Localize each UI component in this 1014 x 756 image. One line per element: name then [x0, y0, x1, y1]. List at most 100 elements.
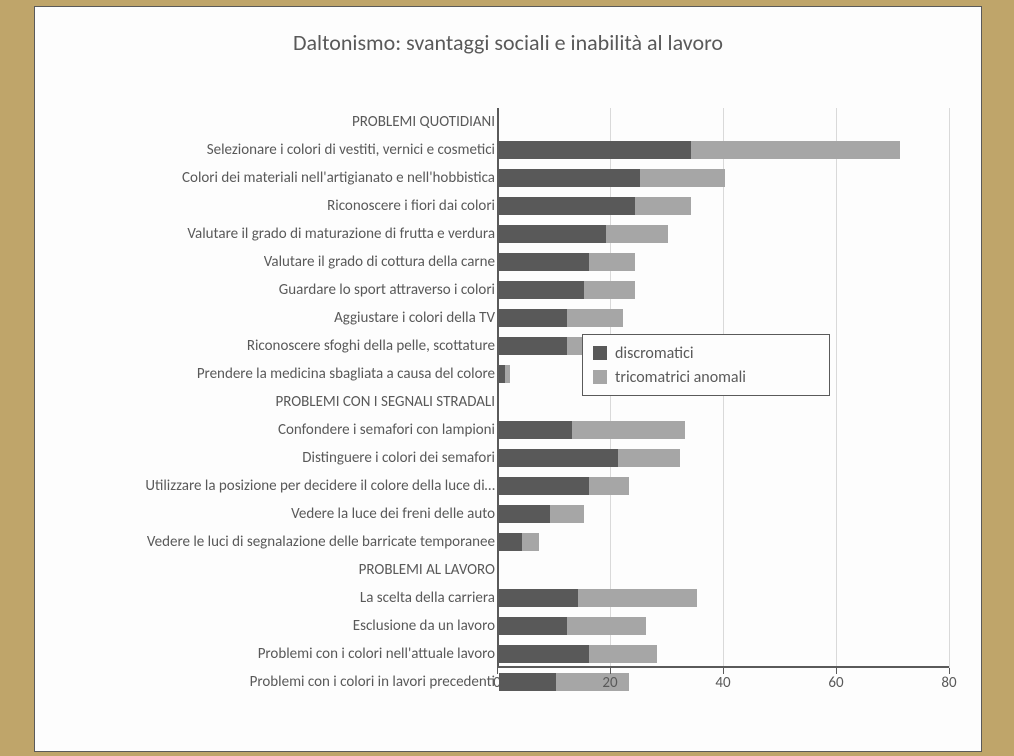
bar-row: [499, 164, 949, 192]
bar-segment-discromatici: [499, 141, 691, 159]
bar-row: [499, 556, 949, 584]
stacked-bar: [499, 589, 697, 607]
plot-area: PROBLEMI QUOTIDIANI Selezionare i colori …: [47, 66, 961, 706]
y-axis-labels: PROBLEMI QUOTIDIANI Selezionare i colori …: [47, 108, 495, 696]
bar-segment-tricomatrici: [550, 505, 584, 523]
category-label: Esclusione da un lavoro: [353, 617, 495, 635]
stacked-bar: [499, 617, 646, 635]
category-label: Aggiustare i colori della TV: [334, 309, 495, 327]
category-row: Confondere i semafori con lampioni: [47, 416, 495, 444]
bars-container: [499, 108, 949, 696]
category-row: PROBLEMI QUOTIDIANI: [47, 108, 495, 136]
bar-segment-tricomatrici: [556, 673, 629, 691]
bar-segment-tricomatrici: [572, 421, 685, 439]
bar-segment-discromatici: [499, 645, 589, 663]
category-label: Vedere la luce dei freni delle auto: [291, 505, 495, 523]
category-row: Riconoscere i fiori dai colori: [47, 192, 495, 220]
bar-segment-discromatici: [499, 169, 640, 187]
stacked-bar: [499, 225, 668, 243]
category-label: Valutare il grado di maturazione di frut…: [187, 225, 495, 243]
bar-segment-discromatici: [499, 589, 578, 607]
bar-row: [499, 584, 949, 612]
bar-segment-discromatici: [499, 309, 567, 327]
category-row: Utilizzare la posizione per decidere il …: [47, 472, 495, 500]
bar-segment-discromatici: [499, 533, 522, 551]
bar-segment-tricomatrici: [578, 589, 697, 607]
category-row: Problemi con i colori nell'attuale lavor…: [47, 640, 495, 668]
category-row: Valutare il grado di maturazione di frut…: [47, 220, 495, 248]
bar-segment-tricomatrici: [567, 617, 646, 635]
category-row: Selezionare i colori di vestiti, vernici…: [47, 136, 495, 164]
section-header-label: PROBLEMI AL LAVORO: [359, 561, 495, 579]
bar-segment-tricomatrici: [589, 477, 629, 495]
bar-row: [499, 528, 949, 556]
category-row: PROBLEMI AL LAVORO: [47, 556, 495, 584]
category-label: Confondere i semafori con lampioni: [278, 421, 495, 439]
stacked-bar: [499, 421, 685, 439]
bar-row: [499, 304, 949, 332]
category-row: Problemi con i colori in lavori preceden…: [47, 668, 495, 696]
category-label: Selezionare i colori di vestiti, vernici…: [207, 141, 495, 159]
category-row: Riconoscere sfoghi della pelle, scottatu…: [47, 332, 495, 360]
category-label: Distinguere i colori dei semafori: [302, 449, 495, 467]
legend-label-1: tricomatrici anomali: [615, 368, 746, 387]
category-label: Problemi con i colori in lavori preceden…: [250, 673, 495, 691]
category-label: Vedere le luci di segnalazione delle bar…: [147, 533, 495, 551]
bar-row: [499, 192, 949, 220]
category-row: Distinguere i colori dei semafori: [47, 444, 495, 472]
y-axis-line: [497, 108, 499, 668]
bar-segment-tricomatrici: [522, 533, 539, 551]
category-label: La scelta della carriera: [360, 589, 495, 607]
bar-row: [499, 472, 949, 500]
category-row: Guardare lo sport attraverso i colori: [47, 276, 495, 304]
x-tick-label: 60: [828, 674, 843, 692]
bar-segment-tricomatrici: [640, 169, 725, 187]
x-tick-label: 80: [941, 674, 956, 692]
bar-row: [499, 640, 949, 668]
legend-swatch-icon: [593, 370, 607, 384]
bar-segment-discromatici: [499, 253, 589, 271]
bar-segment-tricomatrici: [505, 365, 511, 383]
category-row: Aggiustare i colori della TV: [47, 304, 495, 332]
stacked-bar: [499, 169, 725, 187]
category-row: La scelta della carriera: [47, 584, 495, 612]
bar-segment-tricomatrici: [618, 449, 680, 467]
bar-segment-discromatici: [499, 421, 572, 439]
bar-segment-discromatici: [499, 281, 584, 299]
bar-segment-tricomatrici: [691, 141, 900, 159]
stacked-bar: [499, 449, 680, 467]
legend-item-0: discromatici: [593, 341, 819, 365]
bar-segment-discromatici: [499, 617, 567, 635]
category-label: Utilizzare la posizione per decidere il …: [145, 477, 495, 495]
chart-title: Daltonismo: svantaggi sociali e inabilit…: [35, 29, 981, 56]
stacked-bar: [499, 253, 635, 271]
section-header-label: PROBLEMI CON I SEGNALI STRADALI: [275, 393, 495, 411]
bar-segment-tricomatrici: [606, 225, 668, 243]
bar-segment-discromatici: [499, 477, 589, 495]
stacked-bar: [499, 645, 657, 663]
bar-segment-tricomatrici: [589, 253, 634, 271]
legend-swatch-icon: [593, 346, 607, 360]
bar-row: [499, 136, 949, 164]
category-row: Colori dei materiali nell'artigianato e …: [47, 164, 495, 192]
bar-row: [499, 108, 949, 136]
bar-segment-tricomatrici: [584, 281, 635, 299]
gridline: [949, 108, 950, 668]
category-row: PROBLEMI CON I SEGNALI STRADALI: [47, 388, 495, 416]
section-header-label: PROBLEMI QUOTIDIANI: [352, 113, 495, 131]
stacked-bar: [499, 477, 629, 495]
stacked-bar: [499, 197, 691, 215]
category-label: Colori dei materiali nell'artigianato e …: [182, 169, 495, 187]
category-row: Vedere le luci di segnalazione delle bar…: [47, 528, 495, 556]
bar-row: [499, 612, 949, 640]
stacked-bar: [499, 141, 900, 159]
bar-segment-discromatici: [499, 505, 550, 523]
bar-segment-tricomatrici: [589, 645, 657, 663]
category-row: Esclusione da un lavoro: [47, 612, 495, 640]
category-label: Valutare il grado di cottura della carne: [264, 253, 495, 271]
bar-segment-discromatici: [499, 449, 618, 467]
category-label: Riconoscere sfoghi della pelle, scottatu…: [247, 337, 495, 355]
bar-row: [499, 220, 949, 248]
stacked-bar: [499, 281, 635, 299]
x-tick-label: 0: [493, 674, 501, 692]
